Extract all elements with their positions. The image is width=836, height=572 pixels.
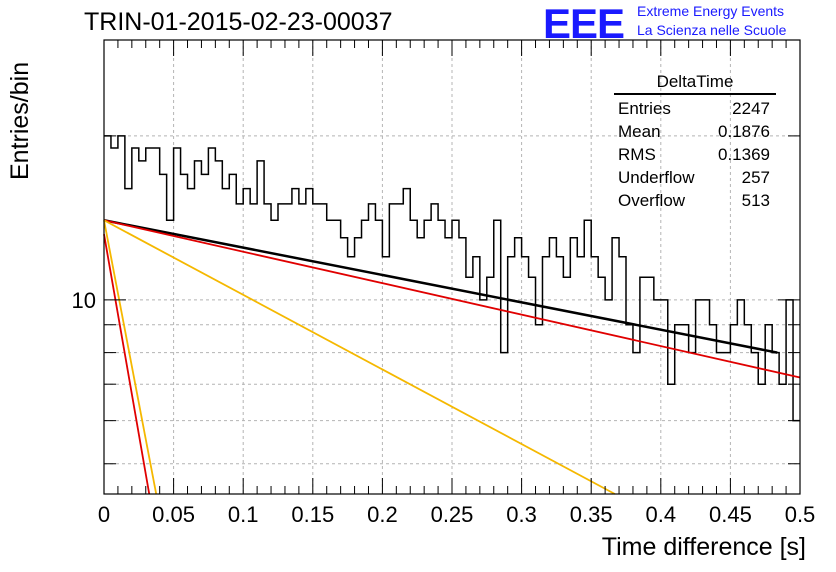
- stat-row-underflow: Underflow 257: [618, 168, 770, 187]
- fit-curves: [103, 219, 801, 495]
- stat-row-mean: Mean 0.1876: [618, 122, 770, 141]
- histogram-series: [104, 135, 800, 422]
- x-tick-label: 0.1: [228, 502, 259, 527]
- y-axis-ticks: 10: [72, 135, 800, 465]
- fit-line: [103, 219, 801, 379]
- x-tick-label: 0.2: [367, 502, 398, 527]
- logo-line-2: La Scienza nelle Scuole: [637, 22, 787, 38]
- x-tick-label: 0.35: [570, 502, 613, 527]
- statistics-box: DeltaTime Entries 2247 Mean 0.1876 RMS 0.13…: [610, 72, 780, 212]
- stat-row-entries: Entries 2247: [618, 99, 770, 118]
- x-tick-label: 0.5: [785, 502, 816, 527]
- x-tick-label: 0: [98, 502, 110, 527]
- eee-logo: EEE: [543, 0, 625, 47]
- fit-line: [103, 234, 151, 495]
- logo-line-1: Extreme Energy Events: [637, 3, 785, 19]
- grid-lines: [104, 40, 800, 494]
- stat-row-overflow: Overflow 513: [618, 191, 770, 210]
- x-tick-label: 0.15: [291, 502, 334, 527]
- statistics-header: DeltaTime: [614, 72, 776, 95]
- fit-line: [103, 219, 778, 354]
- y-axis-label: Entries/bin: [6, 61, 34, 180]
- histogram-outline: [104, 135, 800, 422]
- stat-row-rms: RMS 0.1369: [618, 145, 770, 164]
- x-tick-label: 0.3: [506, 502, 537, 527]
- chart-title: TRIN-01-2015-02-23-00037: [84, 8, 393, 36]
- fit-line: [103, 219, 616, 495]
- y-tick-label: 10: [72, 288, 96, 313]
- x-tick-label: 0.05: [152, 502, 195, 527]
- x-axis-label: Time difference [s]: [601, 533, 806, 561]
- x-axis-ticks: 0 0.05 0.1 0.15 0.2 0.25 0.3 0.35 0.4 0.45 0.5: [98, 40, 815, 527]
- x-tick-label: 0.45: [709, 502, 752, 527]
- x-tick-label: 0.25: [431, 502, 474, 527]
- fit-line: [103, 220, 158, 495]
- x-tick-label: 0.4: [646, 502, 677, 527]
